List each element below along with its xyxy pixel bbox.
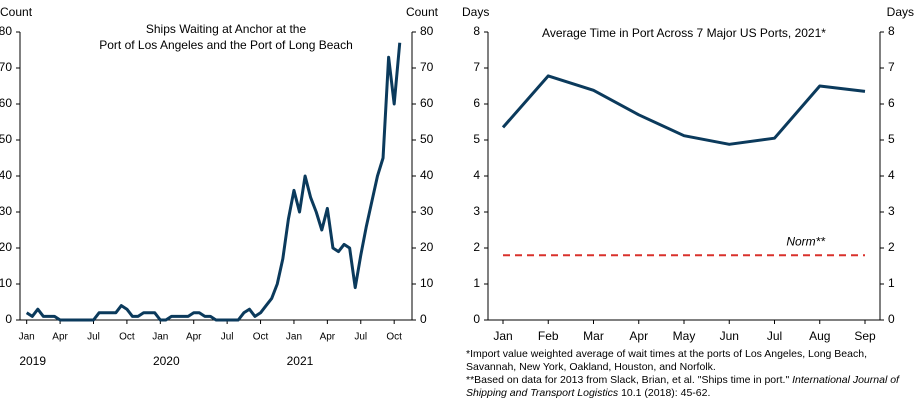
y2-tick-label: 5 (888, 132, 895, 146)
x-tick-label: Oct (386, 332, 402, 343)
x-tick-label: Jul (221, 332, 234, 343)
y-tick-label: 20 (0, 240, 12, 254)
year-label: 2020 (153, 354, 180, 368)
y-tick-label: 6 (473, 96, 480, 110)
y-tick-label: 2 (473, 240, 480, 254)
y-tick-label: 8 (473, 24, 480, 38)
y2-tick-label: 0 (420, 312, 427, 326)
y2-axis-label: Count (406, 5, 439, 19)
x-tick-label: May (673, 329, 696, 343)
chart-title: Port of Los Angeles and the Port of Long… (99, 38, 353, 52)
footnote: *Import value weighted average of wait t… (466, 348, 867, 373)
y-tick-label: 4 (473, 168, 480, 182)
y2-tick-label: 6 (888, 96, 895, 110)
footnotes: *Import value weighted average of wait t… (466, 348, 906, 400)
y-tick-label: 10 (0, 276, 12, 290)
y-tick-label: 3 (473, 204, 480, 218)
y-tick-label: 7 (473, 60, 480, 74)
norm-label: Norm** (786, 234, 825, 248)
y2-tick-label: 30 (420, 204, 434, 218)
y2-tick-label: 0 (888, 312, 895, 326)
x-tick-label: Apr (320, 332, 336, 343)
footnote-text: 10.1 (2018): 45-62. (618, 387, 711, 399)
x-tick-label: Feb (538, 329, 559, 343)
y-tick-label: 40 (0, 168, 12, 182)
y2-tick-label: 10 (420, 276, 434, 290)
x-tick-label: Oct (253, 332, 269, 343)
x-tick-label: Jan (493, 329, 512, 343)
y2-tick-label: 60 (420, 96, 434, 110)
x-tick-label: Jul (767, 329, 782, 343)
y-tick-label: 1 (473, 276, 480, 290)
chart-title: Ships Waiting at Anchor at the (146, 22, 307, 36)
y-tick-label: 60 (0, 96, 12, 110)
x-tick-label: Apr (52, 332, 68, 343)
y-tick-label: 50 (0, 132, 12, 146)
x-tick-label: Sep (854, 329, 876, 343)
y2-tick-label: 1 (888, 276, 895, 290)
y-axis-label: Count (0, 5, 33, 19)
y-tick-label: 30 (0, 204, 12, 218)
x-tick-label: Jan (19, 332, 35, 343)
y2-tick-label: 2 (888, 240, 895, 254)
y2-tick-label: 4 (888, 168, 895, 182)
x-tick-label: Jan (286, 332, 302, 343)
y2-axis-label: Days (887, 5, 914, 19)
y-tick-label: 0 (5, 312, 12, 326)
y2-tick-label: 7 (888, 60, 895, 74)
data-line (25, 42, 402, 322)
y-tick-label: 0 (473, 312, 480, 326)
y-axis-label: Days (462, 5, 489, 19)
y2-tick-label: 80 (420, 24, 434, 38)
data-line (501, 74, 866, 146)
x-tick-label: Jul (354, 332, 367, 343)
year-label: 2021 (287, 354, 314, 368)
y2-tick-label: 70 (420, 60, 434, 74)
x-tick-label: Mar (583, 329, 604, 343)
year-label: 2019 (19, 354, 46, 368)
y2-tick-label: 3 (888, 204, 895, 218)
y2-tick-label: 20 (420, 240, 434, 254)
x-tick-label: Apr (629, 329, 648, 343)
y2-tick-label: 50 (420, 132, 434, 146)
y-tick-label: 70 (0, 60, 12, 74)
footnote: **Based on data for 2013 from Slack, Bri… (466, 374, 906, 400)
y-tick-label: 80 (0, 24, 12, 38)
x-tick-label: Jan (152, 332, 168, 343)
x-tick-label: Jul (87, 332, 100, 343)
x-tick-label: Oct (119, 332, 135, 343)
footnote-journal: International Journal of Shipping and Tr… (466, 374, 899, 399)
footnote-text: **Based on data for 2013 from Slack, Bri… (466, 374, 793, 386)
y2-tick-label: 40 (420, 168, 434, 182)
chart-title: Average Time in Port Across 7 Major US P… (542, 26, 826, 40)
x-tick-label: Apr (186, 332, 202, 343)
x-tick-label: Jun (720, 329, 739, 343)
y-tick-label: 5 (473, 132, 480, 146)
x-tick-label: Aug (809, 329, 830, 343)
y2-tick-label: 8 (888, 24, 895, 38)
